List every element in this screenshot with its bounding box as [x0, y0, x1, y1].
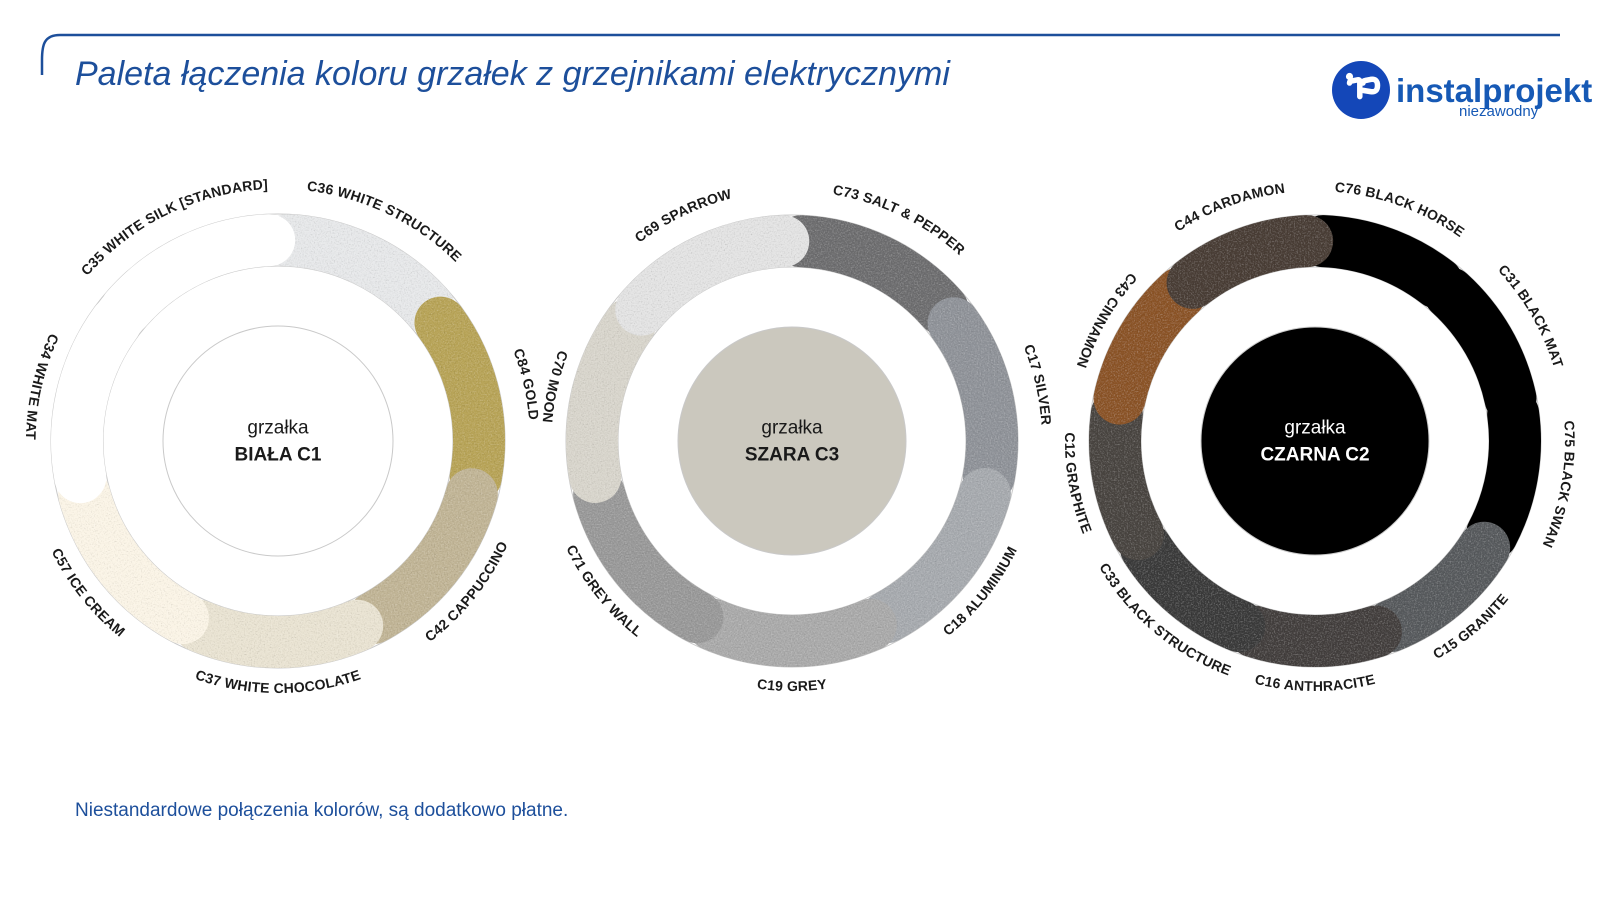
- svg-text:grzałka: grzałka: [247, 417, 309, 438]
- svg-text:C84 GOLD: C84 GOLD: [510, 346, 542, 420]
- svg-text:SZARA C3: SZARA C3: [745, 444, 839, 465]
- svg-text:grzałka: grzałka: [1284, 417, 1346, 438]
- svg-text:grzałka: grzałka: [761, 417, 823, 438]
- svg-text:BIAŁA C1: BIAŁA C1: [235, 444, 322, 465]
- svg-text:C37 WHITE CHOCOLATE: C37 WHITE CHOCOLATE: [194, 666, 363, 696]
- svg-text:C16 ANTHRACITE: C16 ANTHRACITE: [1253, 671, 1376, 694]
- svg-text:C19 GREY: C19 GREY: [756, 676, 828, 694]
- svg-text:C75 BLACK SWAN: C75 BLACK SWAN: [1540, 420, 1578, 550]
- svg-text:C70 MOON: C70 MOON: [540, 349, 572, 424]
- svg-text:CZARNA C2: CZARNA C2: [1260, 444, 1369, 465]
- svg-text:C17 SILVER: C17 SILVER: [1021, 342, 1055, 426]
